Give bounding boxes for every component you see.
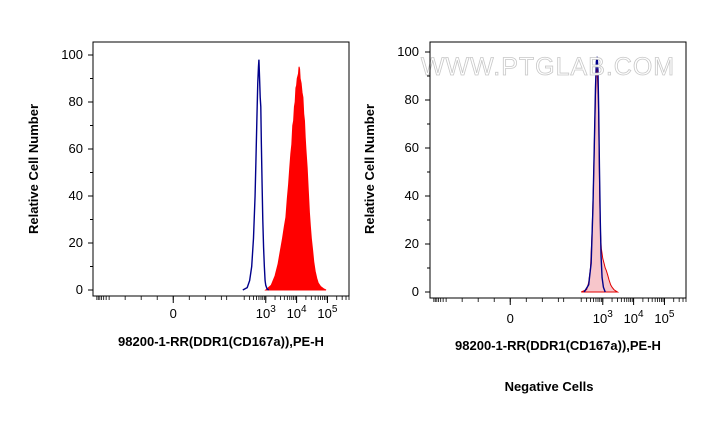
watermark: WWW.PTGLAB.COM <box>421 53 675 81</box>
left-series-0-filled-histogram <box>264 66 327 291</box>
y-tick-label: 60 <box>405 140 419 155</box>
x-tick-label: 105 <box>654 309 674 326</box>
x-tick-label: 104 <box>624 309 644 326</box>
left-y-axis-title: Relative Cell Number <box>26 104 41 234</box>
y-tick-label: 60 <box>69 141 83 156</box>
right-series-1-histogram-line <box>583 56 606 293</box>
y-tick-label: 20 <box>69 235 83 250</box>
negative-cells-caption: Negative Cells <box>505 379 594 394</box>
y-tick-label: 80 <box>405 92 419 107</box>
x-tick-label: 103 <box>256 304 276 321</box>
right-x-axis-title: 98200-1-RR(DDR1(CD167a)),PE-H <box>455 338 661 353</box>
left-series-1-histogram-line <box>242 59 270 291</box>
y-tick-label: 20 <box>405 236 419 251</box>
left-histogram-panel: 0 20 40 60 80 100 0 103 104 105 98200-1-RR(DDR1(C… <box>26 41 350 349</box>
x-tick-label: 0 <box>507 311 514 326</box>
right-y-axis-title: Relative Cell Number <box>362 104 377 234</box>
y-tick-label: 0 <box>412 284 419 299</box>
y-tick-label: 40 <box>69 188 83 203</box>
x-tick-label: 104 <box>287 304 307 321</box>
y-tick-label: 100 <box>61 47 83 62</box>
y-tick-label: 80 <box>69 94 83 109</box>
y-tick-label: 40 <box>405 188 419 203</box>
right-histogram-panel: WWW.PTGLAB.COM 0 20 40 60 80 100 0 103 104 105 98… <box>362 41 687 353</box>
y-tick-label: 100 <box>397 44 419 59</box>
x-tick-label: 103 <box>593 309 613 326</box>
left-x-axis-title: 98200-1-RR(DDR1(CD167a)),PE-H <box>118 334 324 349</box>
x-tick-label: 105 <box>317 304 337 321</box>
x-tick-label: 0 <box>170 306 177 321</box>
y-tick-label: 0 <box>76 282 83 297</box>
